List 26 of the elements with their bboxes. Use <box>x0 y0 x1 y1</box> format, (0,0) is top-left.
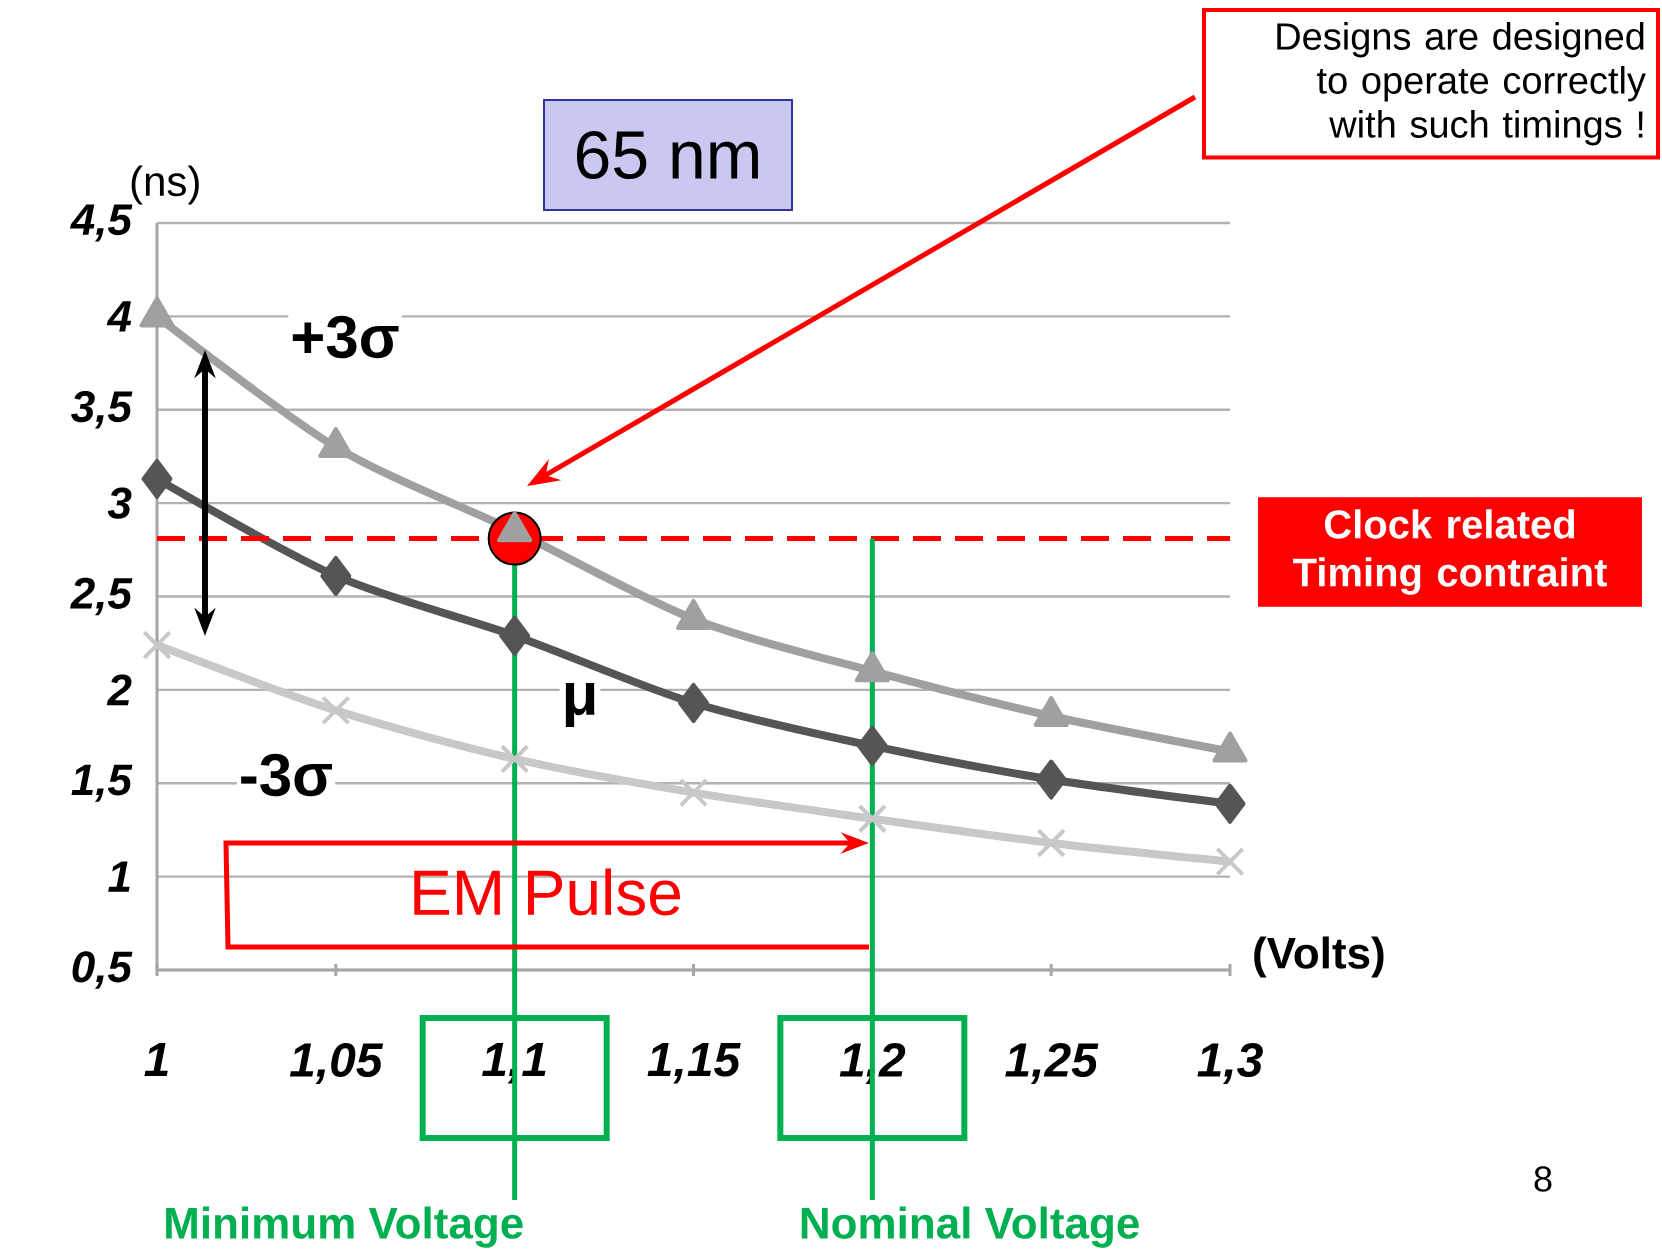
ref-line-label: Nominal Voltage <box>801 1206 1139 1248</box>
x-axis-title: (Volts) <box>1254 936 1384 978</box>
y-tick-label: 4 <box>106 301 132 332</box>
y-tick-label: 2 <box>106 674 132 706</box>
y-tick-label: 3 <box>107 487 132 519</box>
x-tick-label: 1,05 <box>289 1043 384 1085</box>
y-tick-label: 1 <box>108 861 130 892</box>
text: Designs are designed to operate correctly with such timings ! <box>1277 21 1646 146</box>
ref-line-label: Clock related Timing contraint <box>1293 509 1607 595</box>
y-tick-label: 1,5 <box>71 764 133 802</box>
y-tick-label: 0,5 <box>72 951 133 989</box>
y-tick-label: 3,5 <box>71 390 133 429</box>
y-tick-label: 2,5 <box>70 577 133 616</box>
x-tick-label: 1 <box>144 1043 168 1077</box>
x-tick-label: 1,15 <box>647 1043 741 1084</box>
series-label: -3σ <box>241 753 333 797</box>
series-label: μ <box>565 683 595 727</box>
ref-line-label: Minimum Voltage <box>166 1206 523 1248</box>
series-label: +3σ <box>292 315 399 359</box>
x-tick-label: 1,25 <box>1005 1043 1099 1085</box>
text: 8 <box>1534 1166 1552 1192</box>
x-tick-label: 1,3 <box>1197 1043 1263 1085</box>
y-axis-title: (ns) <box>131 165 199 205</box>
annotation: EM Pulse <box>414 868 681 916</box>
y-tick-label: 4,5 <box>70 204 133 242</box>
chart-title: 65 nm <box>576 130 758 180</box>
